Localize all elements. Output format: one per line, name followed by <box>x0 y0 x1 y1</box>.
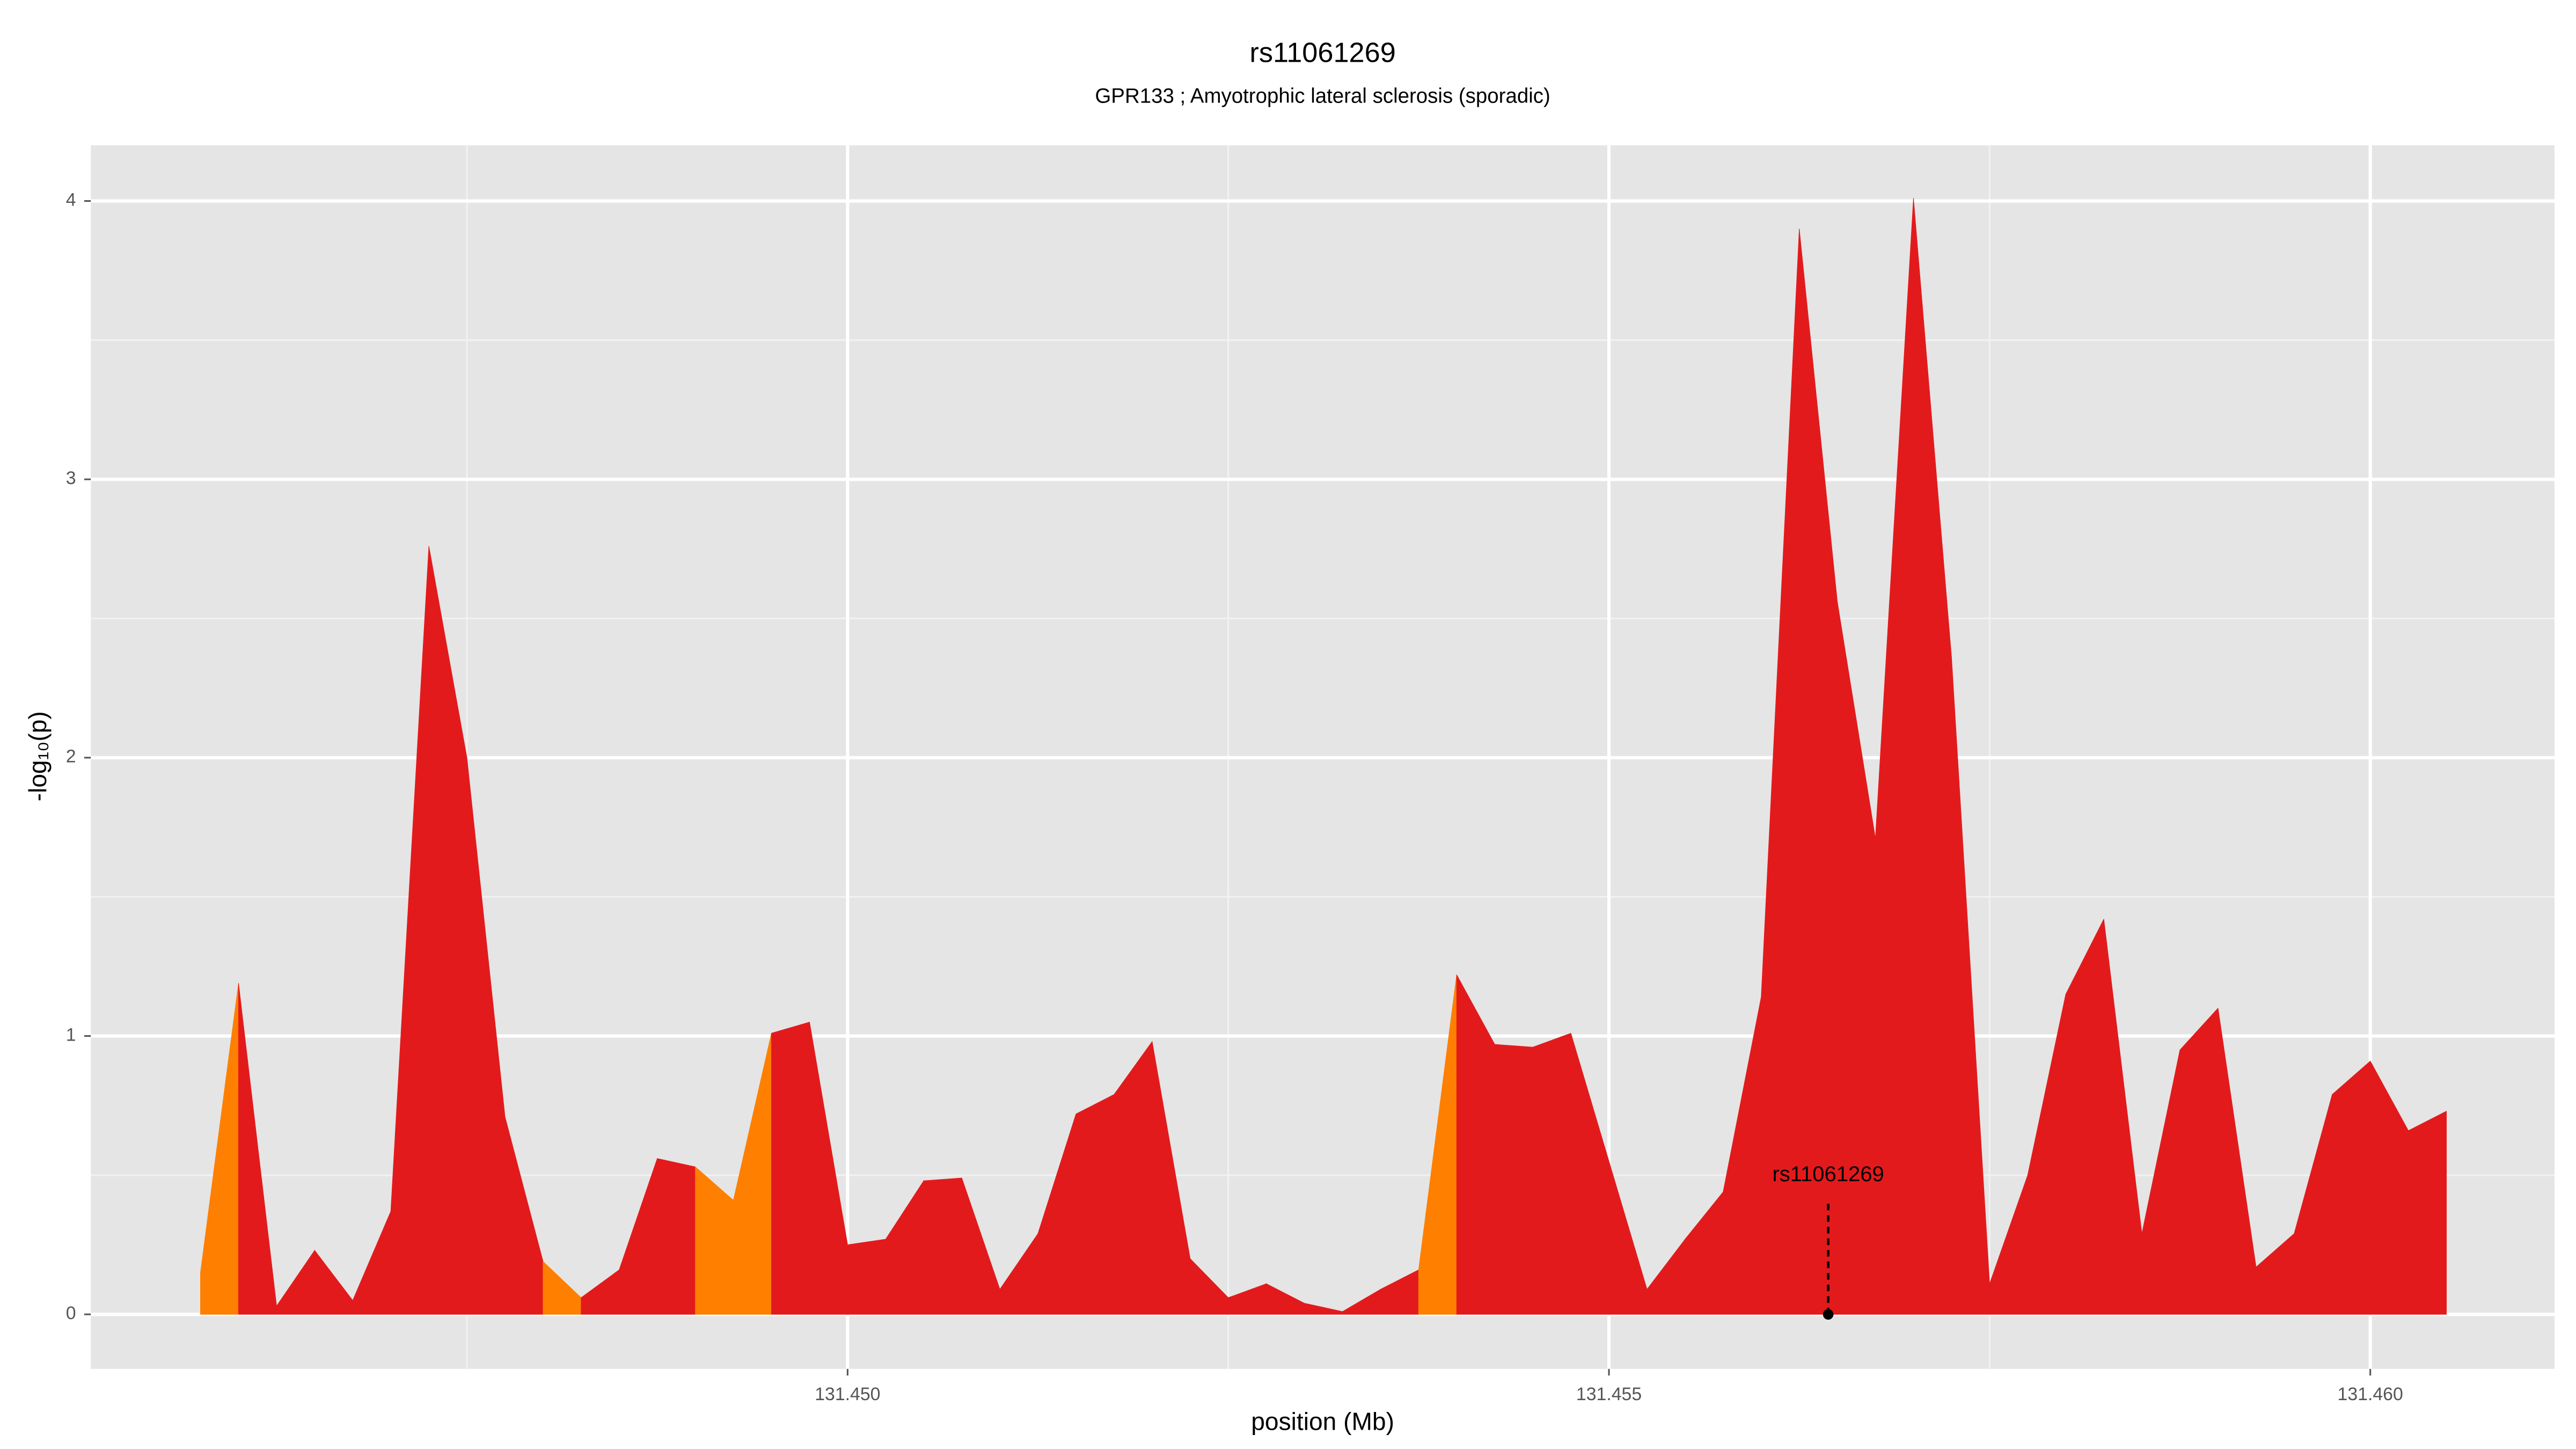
y-tick-label: 1 <box>66 1024 76 1045</box>
y-tick-label: 3 <box>66 468 76 488</box>
y-tick-label: 2 <box>66 747 76 767</box>
marks <box>200 198 2447 1315</box>
x-tick-label: 131.450 <box>815 1384 880 1404</box>
area-segment <box>2332 1060 2371 1315</box>
y-tick-label: 4 <box>66 189 76 210</box>
area-segment <box>923 1177 962 1315</box>
area-segment <box>2408 1110 2447 1315</box>
y-tick-label: 0 <box>66 1303 76 1323</box>
x-axis-label: position (Mb) <box>1251 1407 1394 1435</box>
area-segment <box>1532 1033 1571 1315</box>
area-segment <box>1494 1044 1533 1315</box>
annotation-label: rs11061269 <box>1772 1162 1884 1186</box>
chart-title: rs11061269 <box>1249 37 1395 68</box>
annotation-point <box>1823 1309 1834 1320</box>
area-segment <box>847 1239 886 1315</box>
x-tick-label: 131.460 <box>2338 1384 2403 1404</box>
area-segment <box>1075 1094 1115 1315</box>
x-tick-label: 131.455 <box>1576 1384 1642 1404</box>
area-segment <box>2179 1007 2219 1315</box>
area-segment <box>771 1021 810 1315</box>
area-segment <box>657 1158 696 1315</box>
y-axis-label: -log₁₀(p) <box>24 711 52 801</box>
chart-subtitle: GPR133 ; Amyotrophic lateral sclerosis (… <box>1095 85 1550 108</box>
annotation: rs11061269 <box>1772 1162 1884 1320</box>
